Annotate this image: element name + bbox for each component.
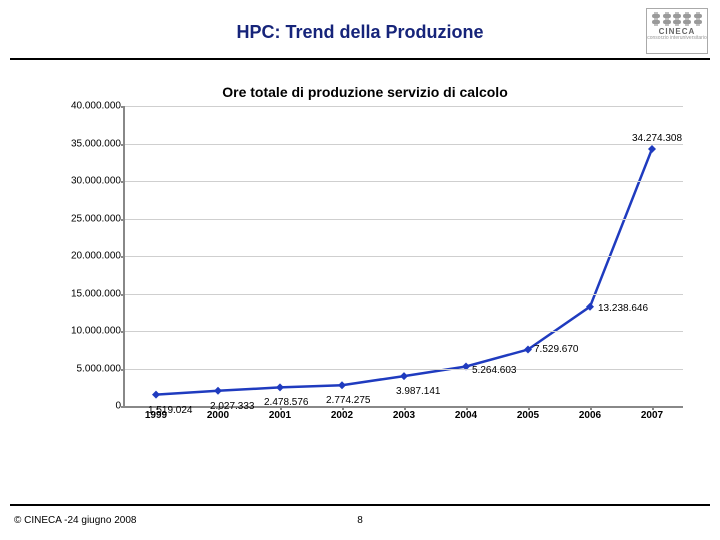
x-axis-label: 2004	[455, 406, 477, 421]
data-label: 5.264.603	[472, 365, 517, 376]
cineca-logo: CINECA consorzio interuniversitario	[646, 8, 708, 54]
slide: HPC: Trend della Produzione CINECA conso…	[0, 0, 720, 540]
header: HPC: Trend della Produzione	[0, 14, 720, 58]
chart: Ore totale di produzione servizio di cal…	[45, 80, 685, 460]
y-axis-label: 10.000.000	[71, 326, 125, 337]
gridline	[125, 219, 683, 220]
y-axis-label: 40.000.000	[71, 101, 125, 112]
y-axis-label: 30.000.000	[71, 176, 125, 187]
data-label: 34.274.308	[632, 133, 682, 144]
data-label: 3.987.141	[396, 386, 441, 397]
footer-page: 8	[357, 515, 363, 526]
data-label: 2.774.275	[326, 395, 371, 406]
data-label: 7.529.670	[534, 344, 579, 355]
data-label: 2.478.576	[264, 397, 309, 408]
logo-sub: consorzio interuniversitario	[647, 36, 707, 41]
series-line	[156, 149, 652, 395]
y-axis-label: 15.000.000	[71, 288, 125, 299]
data-marker	[648, 145, 656, 153]
footer-left: © CINECA -24 giugno 2008	[14, 515, 136, 526]
plot: 05.000.00010.000.00015.000.00020.000.000…	[123, 106, 683, 408]
data-marker	[400, 372, 408, 380]
gridline	[125, 369, 683, 370]
gridline	[125, 181, 683, 182]
chart-title: Ore totale di produzione servizio di cal…	[45, 84, 685, 100]
gridline	[125, 294, 683, 295]
data-marker	[214, 387, 222, 395]
data-marker	[152, 391, 160, 399]
data-label: 2.027.333	[210, 401, 255, 412]
y-axis-label: 0	[115, 401, 125, 412]
footer-rule	[10, 504, 710, 506]
x-axis-label: 2003	[393, 406, 415, 421]
x-axis-label: 2005	[517, 406, 539, 421]
slide-title: HPC: Trend della Produzione	[0, 14, 720, 43]
x-axis-label: 2007	[641, 406, 663, 421]
gridline	[125, 106, 683, 107]
y-axis-label: 5.000.000	[77, 363, 126, 374]
data-label: 1.519.024	[148, 405, 193, 416]
data-marker	[276, 383, 284, 391]
data-marker	[338, 381, 346, 389]
data-label: 13.238.646	[598, 303, 648, 314]
plot-wrap: 0 5.000.000 10.000.000 15.000.000 20.000.000…	[53, 106, 693, 436]
y-axis-label: 20.000.000	[71, 251, 125, 262]
gridline	[125, 331, 683, 332]
y-axis-label: 35.000.000	[71, 138, 125, 149]
gridline	[125, 256, 683, 257]
gridline	[125, 144, 683, 145]
x-axis-label: 2006	[579, 406, 601, 421]
x-axis-label: 2002	[331, 406, 353, 421]
y-axis-label: 25.000.000	[71, 213, 125, 224]
header-rule	[10, 58, 710, 60]
